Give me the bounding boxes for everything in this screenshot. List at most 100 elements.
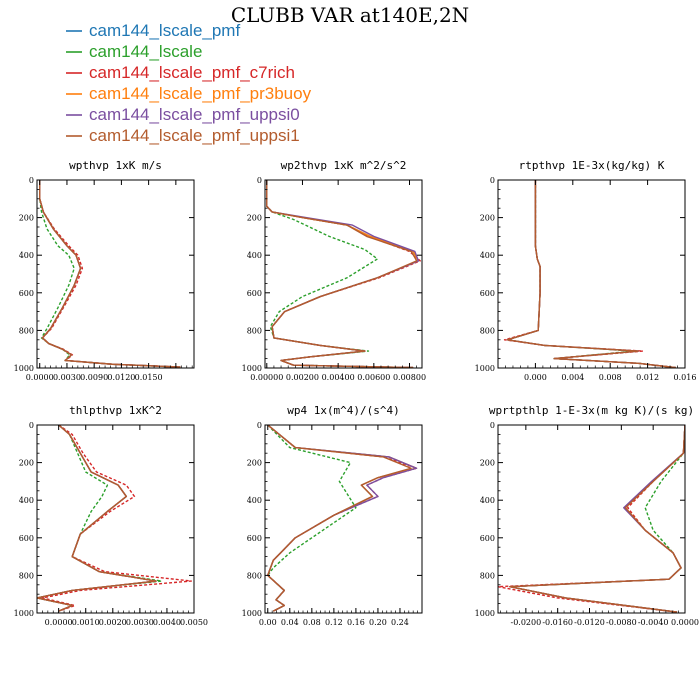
- legend-entry: cam144_lscale: [66, 42, 202, 61]
- x-tick-label: 0.12: [325, 618, 343, 627]
- x-tick-label: 0.0000: [26, 373, 54, 382]
- series-line: [266, 180, 421, 368]
- x-tick-label: 0.20: [369, 618, 387, 627]
- series-group: [266, 180, 421, 368]
- x-tick-label: 0.0010: [72, 618, 100, 627]
- x-tick-label: 0.00800: [393, 373, 426, 382]
- y-tick-label: 200: [247, 214, 262, 223]
- series-line: [506, 180, 676, 368]
- series-line: [37, 425, 157, 612]
- series-line: [39, 180, 181, 368]
- series-line: [509, 425, 685, 613]
- x-tick-label: 0.016: [674, 373, 697, 382]
- y-tick-label: 200: [247, 459, 262, 468]
- series-line: [509, 425, 685, 613]
- series-line: [266, 180, 420, 368]
- x-tick-label: 0.0050: [180, 618, 208, 627]
- panel-6: wprtpthlp 1-E-3x(m kg K)/(s kg) 0 200 400 60…: [475, 404, 699, 627]
- x-tick-label: -0.0160: [542, 618, 573, 627]
- y-tick-label: 400: [19, 251, 34, 260]
- x-tick-label: 0.0020: [99, 618, 127, 627]
- legend-label: cam144_lscale_pmf_uppsi1: [89, 126, 300, 145]
- y-tick-label: 200: [19, 214, 34, 223]
- series-line: [266, 180, 420, 368]
- y-tick-label: 400: [480, 496, 495, 505]
- y-tick-label: 800: [19, 571, 34, 580]
- x-tick-label: 0.16: [347, 618, 365, 627]
- y-tick-label: 400: [247, 496, 262, 505]
- x-tick-label: -0.0120: [574, 618, 605, 627]
- y-tick-label: 600: [19, 289, 34, 298]
- x-tick-label: 0.24: [391, 618, 409, 627]
- panel-title: wp4 1x(m^4)/(s^4): [287, 404, 400, 417]
- plot-frame: [497, 179, 686, 369]
- panel-2: wp2thvp 1xK m^2/s^2020040060080010000.00…: [242, 159, 426, 382]
- series-line: [39, 180, 181, 368]
- series-line: [39, 180, 181, 368]
- series-line: [39, 180, 181, 368]
- y-tick-label: 600: [247, 289, 262, 298]
- series-line: [39, 180, 181, 368]
- series-line: [41, 425, 192, 612]
- x-tick-label: 0.00400: [322, 373, 355, 382]
- series-group: [503, 180, 676, 368]
- y-tick-label: 800: [480, 326, 495, 335]
- y-tick-label: 0: [257, 421, 262, 430]
- series-line: [509, 425, 685, 613]
- series-line: [503, 180, 676, 368]
- x-tick-label: 0.00200: [286, 373, 319, 382]
- y-tick-label: 400: [480, 251, 495, 260]
- plot-frame: [36, 424, 195, 614]
- y-tick-label: 1000: [14, 609, 34, 618]
- x-tick-label: -0.0040: [638, 618, 669, 627]
- legend: cam144_lscale_pmf cam144_lscale cam144_lsc…: [66, 21, 312, 145]
- legend-entry: cam144_lscale_pmf: [66, 21, 240, 40]
- y-tick-label: 800: [19, 326, 34, 335]
- series-line: [506, 180, 676, 368]
- series-line: [267, 425, 357, 612]
- y-tick-label: 800: [480, 571, 495, 580]
- series-line: [509, 425, 685, 613]
- x-tick-label: 0.00000: [250, 373, 283, 382]
- series-line: [266, 180, 420, 368]
- y-tick-label: 400: [247, 251, 262, 260]
- x-tick-label: 0.0030: [126, 618, 154, 627]
- y-tick-label: 0: [257, 176, 262, 185]
- y-tick-label: 1000: [242, 609, 262, 618]
- y-tick-label: 1000: [475, 364, 495, 373]
- series-line: [266, 180, 414, 368]
- series-line: [266, 180, 418, 368]
- x-tick-label: 0.0030: [53, 373, 81, 382]
- y-tick-label: 200: [480, 459, 495, 468]
- legend-label: cam144_lscale_pmf: [89, 21, 240, 40]
- y-tick-label: 200: [480, 214, 495, 223]
- y-tick-label: 0: [29, 421, 34, 430]
- panel-title: wprtpthlp 1-E-3x(m kg K)/(s kg): [489, 404, 694, 417]
- legend-label: cam144_lscale_pmf_c7rich: [89, 63, 295, 82]
- x-tick-label: 0.00600: [357, 373, 390, 382]
- panel-3: rtpthvp 1E-3x(kg/kg) K 0 200 400 600 800 1000 0…: [475, 159, 697, 382]
- series-line: [506, 180, 676, 368]
- panel-title: rtpthvp 1E-3x(kg/kg) K: [519, 159, 665, 172]
- figure-title: CLUBB VAR at140E,2N: [231, 3, 469, 27]
- x-tick-label: 0.0090: [80, 373, 108, 382]
- x-tick-label: 0.012: [636, 373, 659, 382]
- series-group: [498, 425, 685, 613]
- panel-title: wpthvp 1xK m/s: [69, 159, 162, 172]
- x-tick-label: 0.0000: [45, 618, 73, 627]
- legend-entry: cam144_lscale_pmf_c7rich: [66, 63, 295, 82]
- series-line: [506, 180, 676, 368]
- series-line: [509, 425, 685, 613]
- legend-entry: cam144_lscale_pmf_pr3buoy: [66, 84, 312, 103]
- series-group: [39, 180, 181, 368]
- x-tick-label: 0.04: [281, 618, 299, 627]
- y-tick-label: 600: [247, 534, 262, 543]
- legend-label: cam144_lscale_pmf_pr3buoy: [89, 84, 312, 103]
- series-line: [506, 180, 676, 368]
- x-tick-label: -0.0200: [510, 618, 541, 627]
- x-tick-label: 0.0040: [153, 618, 181, 627]
- x-tick-label: -0.0080: [606, 618, 637, 627]
- legend-label: cam144_lscale: [89, 42, 202, 61]
